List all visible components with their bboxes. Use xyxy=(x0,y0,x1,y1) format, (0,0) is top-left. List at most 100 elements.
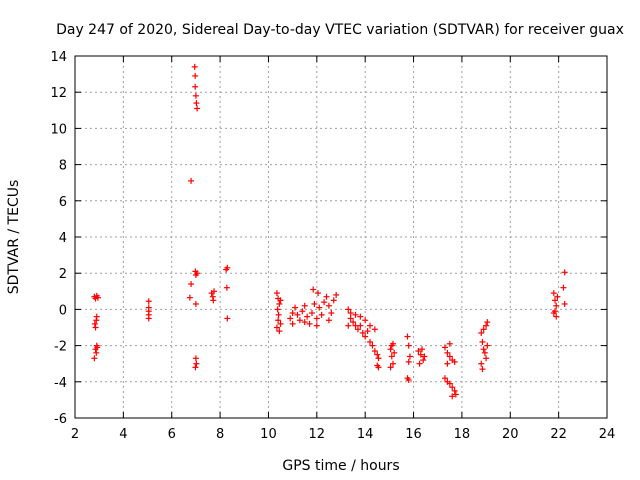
data-point-marker xyxy=(304,313,311,320)
data-point-marker xyxy=(483,322,490,329)
data-point-marker xyxy=(553,313,560,320)
data-point-marker xyxy=(289,320,296,327)
data-point-marker xyxy=(345,306,352,313)
data-point-marker xyxy=(550,290,557,297)
data-point-marker xyxy=(561,300,568,307)
data-point-marker xyxy=(188,281,195,288)
x-tick-label: 10 xyxy=(260,427,277,442)
data-point-marker xyxy=(310,286,317,293)
y-axis-label: SDTVAR / TECUs xyxy=(6,180,22,295)
data-point-marker xyxy=(357,313,364,320)
data-point-marker xyxy=(484,319,491,326)
data-point-marker xyxy=(480,326,487,333)
data-point-marker xyxy=(375,355,382,362)
y-tick-label: 14 xyxy=(50,50,67,65)
chart-title: Day 247 of 2020, Sidereal Day-to-day VTE… xyxy=(56,22,624,38)
data-point-marker xyxy=(192,364,199,371)
data-point-marker xyxy=(350,319,357,326)
y-tick-label: 2 xyxy=(59,267,67,282)
data-point-marker xyxy=(416,360,423,367)
data-point-marker xyxy=(210,297,217,304)
data-point-marker xyxy=(369,342,376,349)
data-point-marker xyxy=(387,364,394,371)
data-point-marker xyxy=(404,333,411,340)
data-point-marker xyxy=(354,326,361,333)
data-point-marker xyxy=(273,290,280,297)
data-point-marker xyxy=(316,304,323,311)
data-point-marker xyxy=(367,322,374,329)
data-point-marker xyxy=(192,300,199,307)
x-tick-label: 22 xyxy=(550,427,567,442)
data-point-marker xyxy=(330,297,337,304)
data-point-marker xyxy=(550,310,557,317)
data-point-marker xyxy=(561,269,568,276)
data-point-marker xyxy=(93,313,100,320)
data-point-marker xyxy=(362,317,369,324)
x-tick-label: 20 xyxy=(502,427,519,442)
data-point-marker xyxy=(315,290,322,297)
data-point-marker xyxy=(91,355,98,362)
data-point-marker xyxy=(441,375,448,382)
data-point-marker xyxy=(446,353,453,360)
data-point-marker xyxy=(192,92,199,99)
data-point-marker xyxy=(444,349,451,356)
data-point-marker xyxy=(364,328,371,335)
y-tick-label: -2 xyxy=(54,340,67,355)
data-point-marker xyxy=(192,72,199,79)
data-point-marker xyxy=(277,320,284,327)
data-point-marker xyxy=(420,357,427,364)
data-point-marker xyxy=(406,353,413,360)
data-point-marker xyxy=(367,338,374,345)
data-point-marker xyxy=(446,380,453,387)
data-point-marker xyxy=(449,384,456,391)
data-point-marker xyxy=(308,310,315,317)
data-point-marker xyxy=(313,322,320,329)
data-point-marker xyxy=(484,342,491,349)
grid-lines xyxy=(75,56,607,418)
data-point-marker xyxy=(359,329,366,336)
y-tick-label: 6 xyxy=(59,195,67,210)
data-point-marker xyxy=(417,351,424,358)
data-point-marker xyxy=(287,315,294,322)
data-point-marker xyxy=(321,299,328,306)
data-point-marker xyxy=(93,349,100,356)
x-axis-label: GPS time / hours xyxy=(282,458,399,474)
data-point-marker xyxy=(224,315,231,322)
data-point-marker xyxy=(451,387,458,394)
data-point-marker xyxy=(318,311,325,318)
data-point-marker xyxy=(194,105,201,112)
data-point-marker xyxy=(388,353,395,360)
data-point-marker xyxy=(301,302,308,309)
data-point-marker xyxy=(419,346,426,353)
data-point-marker xyxy=(145,298,152,305)
data-point-marker xyxy=(391,349,398,356)
data-point-marker xyxy=(441,344,448,351)
data-point-marker xyxy=(389,340,396,347)
data-point-marker xyxy=(292,304,299,311)
data-point-marker xyxy=(480,346,487,353)
data-point-marker xyxy=(275,317,282,324)
x-tick-label: 18 xyxy=(454,427,471,442)
data-point-marker xyxy=(446,340,453,347)
x-tick-label: 12 xyxy=(309,427,326,442)
data-point-marker xyxy=(478,360,485,367)
data-point-marker xyxy=(374,351,381,358)
data-point-marker xyxy=(273,324,280,331)
data-point-marker xyxy=(560,284,567,291)
data-point-marker xyxy=(92,324,99,331)
data-point-marker xyxy=(193,100,200,107)
data-point-marker xyxy=(451,358,458,365)
data-point-marker xyxy=(276,328,283,335)
data-point-marker xyxy=(296,317,303,324)
data-point-marker xyxy=(553,302,560,309)
x-tick-label: 6 xyxy=(168,427,176,442)
data-point-marker xyxy=(275,311,282,318)
y-tick-label: 8 xyxy=(59,159,67,174)
data-point-marker xyxy=(352,311,359,318)
y-tick-label: 0 xyxy=(59,303,67,318)
data-point-marker xyxy=(405,376,412,383)
data-point-marker xyxy=(357,322,364,329)
data-point-marker xyxy=(554,293,561,300)
y-tick-label: 4 xyxy=(59,231,67,246)
